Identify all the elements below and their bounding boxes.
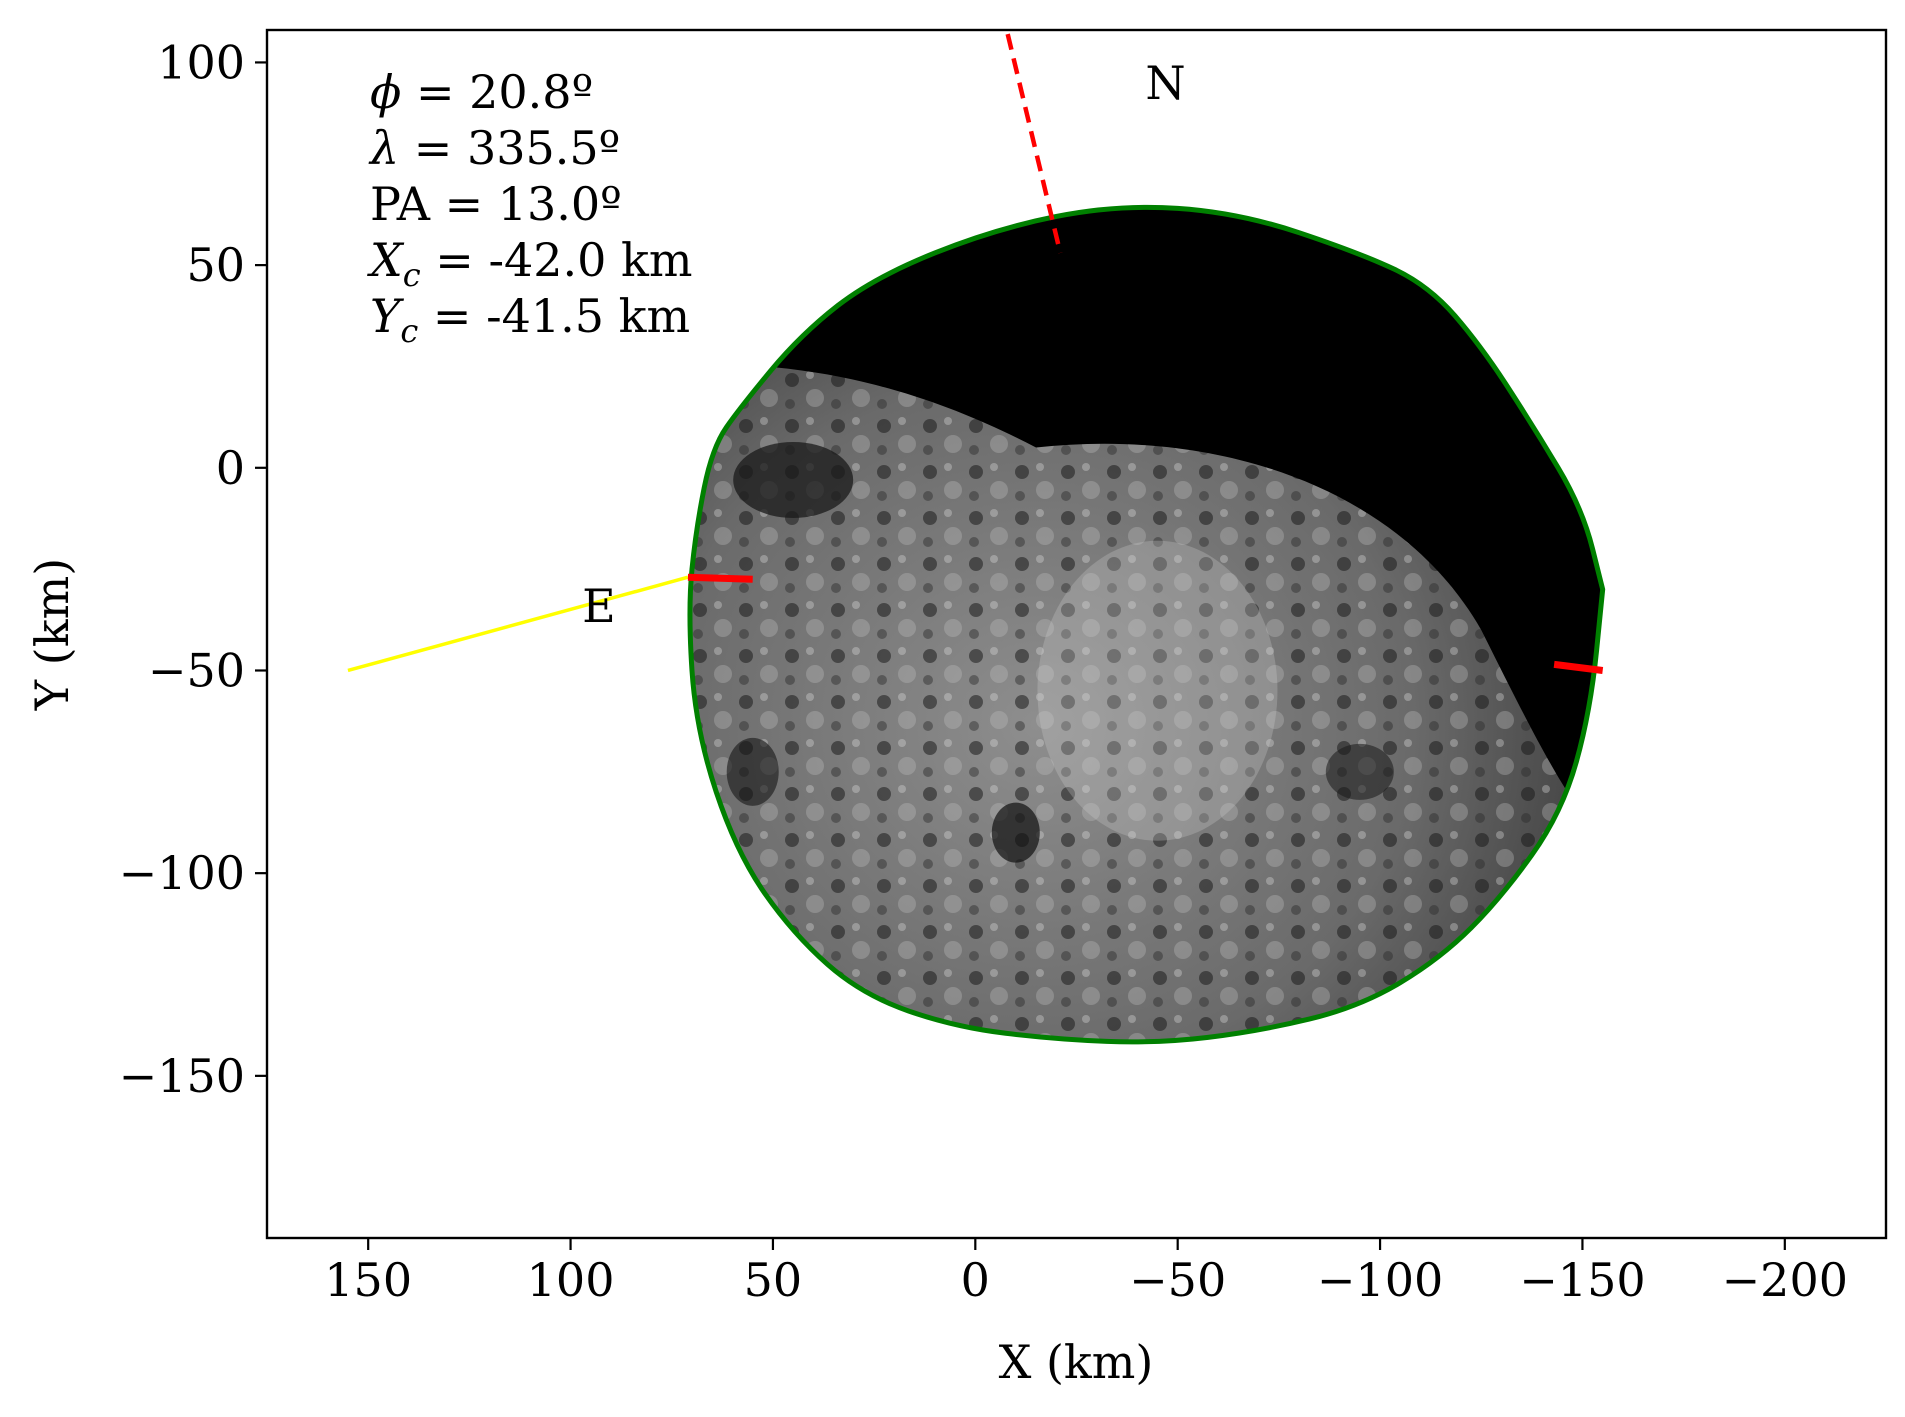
x-axis-ticks: 150 100 50 0 −50 −100 −150 −200 bbox=[324, 1238, 1848, 1307]
annotation-value: = -42.0 km bbox=[421, 233, 693, 287]
x-tick-label: −100 bbox=[1317, 1253, 1443, 1307]
axes-frame bbox=[265, 28, 1888, 1240]
y-axis-title: Y (km) bbox=[25, 558, 79, 711]
bright-region bbox=[1037, 540, 1278, 841]
asteroid-body bbox=[687, 204, 1606, 1045]
crater bbox=[1325, 743, 1394, 800]
annotation-value: = 335.5º bbox=[399, 121, 620, 175]
annotation-value: = 20.8º bbox=[401, 65, 593, 119]
annotation-subscript: c bbox=[400, 312, 418, 350]
y-tick-label: −50 bbox=[148, 643, 245, 697]
direction-labels: NE bbox=[582, 56, 1186, 633]
chord-end-segment bbox=[687, 573, 753, 583]
y-tick-label: 50 bbox=[186, 238, 245, 292]
north-pole-axis bbox=[1005, 33, 1063, 254]
x-tick-label: 150 bbox=[324, 1253, 412, 1307]
x-tick-label: −50 bbox=[1129, 1253, 1226, 1307]
y-tick-label: 100 bbox=[157, 35, 245, 89]
annotation-value: PA = 13.0º bbox=[370, 177, 622, 231]
chord-end-segment bbox=[1553, 660, 1604, 674]
annotation-line: ϕ = 20.8º bbox=[370, 65, 593, 119]
annotation-value: = -41.5 km bbox=[418, 289, 690, 343]
x-tick-label: −150 bbox=[1519, 1253, 1645, 1307]
y-axis-ticks: 100 50 0 −50 −100 −150 bbox=[119, 35, 267, 1103]
annotation-line: Yc = -41.5 km bbox=[370, 289, 690, 350]
y-tick-label: 0 bbox=[216, 441, 245, 495]
crater bbox=[991, 802, 1040, 863]
body-surface bbox=[689, 207, 1603, 1042]
annotation-line: PA = 13.0º bbox=[370, 177, 622, 231]
x-tick-label: 50 bbox=[744, 1253, 803, 1307]
x-tick-label: −200 bbox=[1722, 1253, 1848, 1307]
plot-area bbox=[265, 28, 1888, 1240]
x-axis-title: X (km) bbox=[999, 1335, 1154, 1389]
x-tick-label: 0 bbox=[961, 1253, 990, 1307]
chord-overlays bbox=[347, 33, 1604, 674]
annotation-symbol: λ bbox=[368, 121, 399, 175]
annotation-symbol: ϕ bbox=[370, 65, 401, 119]
occultation-chord bbox=[347, 575, 689, 673]
limb-outline bbox=[687, 204, 1606, 1045]
crater bbox=[726, 737, 779, 806]
annotation-line: Xc = -42.0 km bbox=[367, 233, 693, 294]
direction-label: E bbox=[582, 579, 616, 633]
crater bbox=[733, 441, 854, 518]
annotation-line: λ = 335.5º bbox=[368, 121, 620, 175]
annotation-symbol: X bbox=[367, 233, 405, 287]
y-tick-label: −150 bbox=[119, 1049, 245, 1103]
y-tick-label: −100 bbox=[119, 846, 245, 900]
x-tick-label: 100 bbox=[527, 1253, 615, 1307]
unlit-region bbox=[689, 207, 1603, 853]
annotation-symbol: Y bbox=[370, 289, 405, 343]
direction-label: N bbox=[1145, 56, 1185, 110]
annotation-subscript: c bbox=[403, 256, 421, 294]
